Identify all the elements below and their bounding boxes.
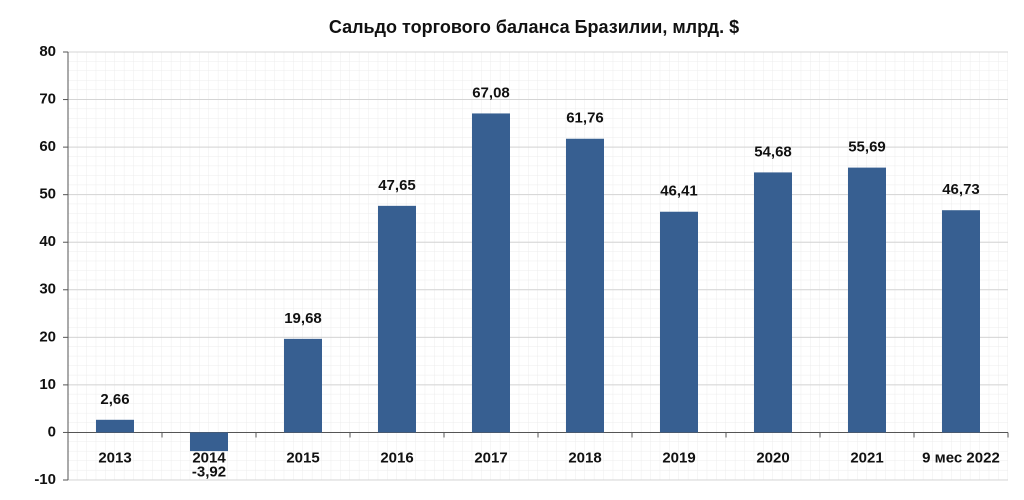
y-tick-label: 70: [39, 91, 56, 108]
value-label: 2,66: [100, 391, 129, 408]
x-tick-label: 2013: [98, 449, 131, 466]
y-tick-label: 80: [39, 43, 56, 60]
value-label: 47,65: [378, 177, 416, 194]
x-tick-label: 2018: [568, 449, 601, 466]
y-tick-label: 30: [39, 281, 56, 298]
y-tick-label: 20: [39, 328, 56, 345]
value-label: 55,69: [848, 139, 886, 156]
y-tick-label: 10: [39, 376, 56, 393]
value-label: 67,08: [472, 84, 510, 101]
x-tick-label: 2016: [380, 449, 413, 466]
x-tick-label: 2020: [756, 449, 789, 466]
bar: [660, 211, 698, 433]
x-tick-label: 2017: [474, 449, 507, 466]
value-label: 54,68: [754, 143, 792, 160]
bar: [472, 113, 510, 433]
bar: [754, 172, 792, 433]
value-label: 19,68: [284, 310, 322, 327]
bar: [848, 167, 886, 433]
x-tick-label: 2014: [192, 449, 226, 466]
bar: [378, 205, 416, 433]
bar: [284, 338, 322, 433]
x-tick-label: 2019: [662, 449, 695, 466]
y-tick-label: -10: [34, 471, 56, 488]
bar: [566, 138, 604, 433]
y-tick-label: 60: [39, 138, 56, 155]
bar: [942, 210, 980, 433]
y-tick-label: 40: [39, 233, 56, 250]
y-tick-label: 50: [39, 186, 56, 203]
bar: [96, 419, 134, 433]
bar: [190, 432, 228, 452]
chart-title: Сальдо торгового баланса Бразилии, млрд.…: [329, 17, 739, 37]
x-tick-label: 2021: [850, 449, 883, 466]
value-label: 61,76: [566, 110, 604, 127]
y-tick-label: 0: [48, 423, 56, 440]
value-label: 46,73: [942, 181, 980, 198]
value-label: 46,41: [660, 183, 698, 200]
value-label: -3,92: [192, 463, 226, 480]
x-tick-label: 9 мес 2022: [922, 449, 1000, 466]
x-tick-label: 2015: [286, 449, 319, 466]
